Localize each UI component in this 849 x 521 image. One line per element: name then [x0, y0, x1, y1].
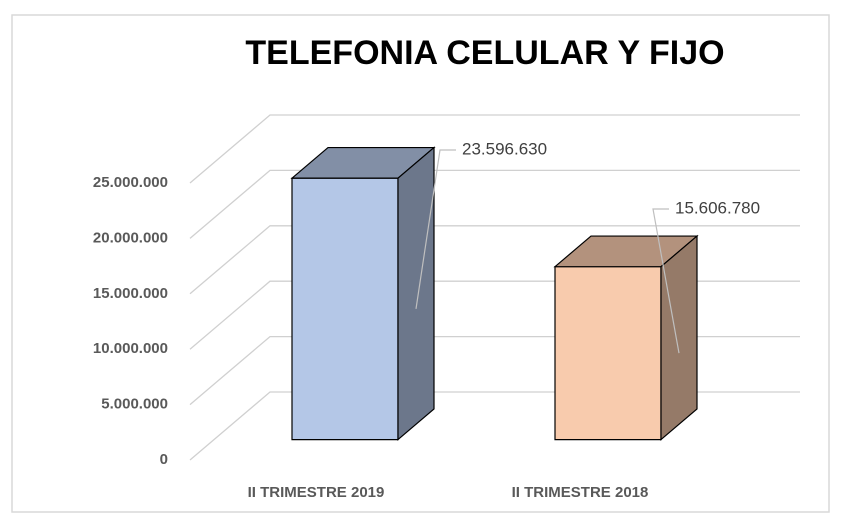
y-tick-label: 15.000.000 — [93, 285, 168, 302]
leader-line — [652, 208, 680, 354]
bar-front — [291, 177, 399, 441]
grid-line — [189, 169, 800, 239]
y-tick-label: 20.000.000 — [93, 229, 168, 246]
bar — [290, 146, 436, 441]
y-tick-label: 25.000.000 — [93, 174, 168, 191]
value-label: 23.596.630 — [462, 139, 547, 158]
bar-side — [397, 146, 435, 441]
y-tick-label: 0 — [160, 451, 168, 468]
y-tick-label: 5.000.000 — [101, 396, 168, 413]
bar-front — [554, 266, 662, 441]
value-label: 15.606.780 — [675, 198, 760, 217]
grid-line — [189, 225, 800, 295]
chart-title: TELEFONIA CELULAR Y FIJO — [245, 34, 724, 72]
x-tick-label: II TRIMESTRE 2019 — [248, 484, 385, 501]
bar-side — [660, 234, 698, 441]
leader-line — [415, 149, 456, 309]
grid-line — [189, 114, 800, 184]
x-tick-label: II TRIMESTRE 2018 — [512, 484, 649, 501]
y-tick-label: 10.000.000 — [93, 340, 168, 357]
